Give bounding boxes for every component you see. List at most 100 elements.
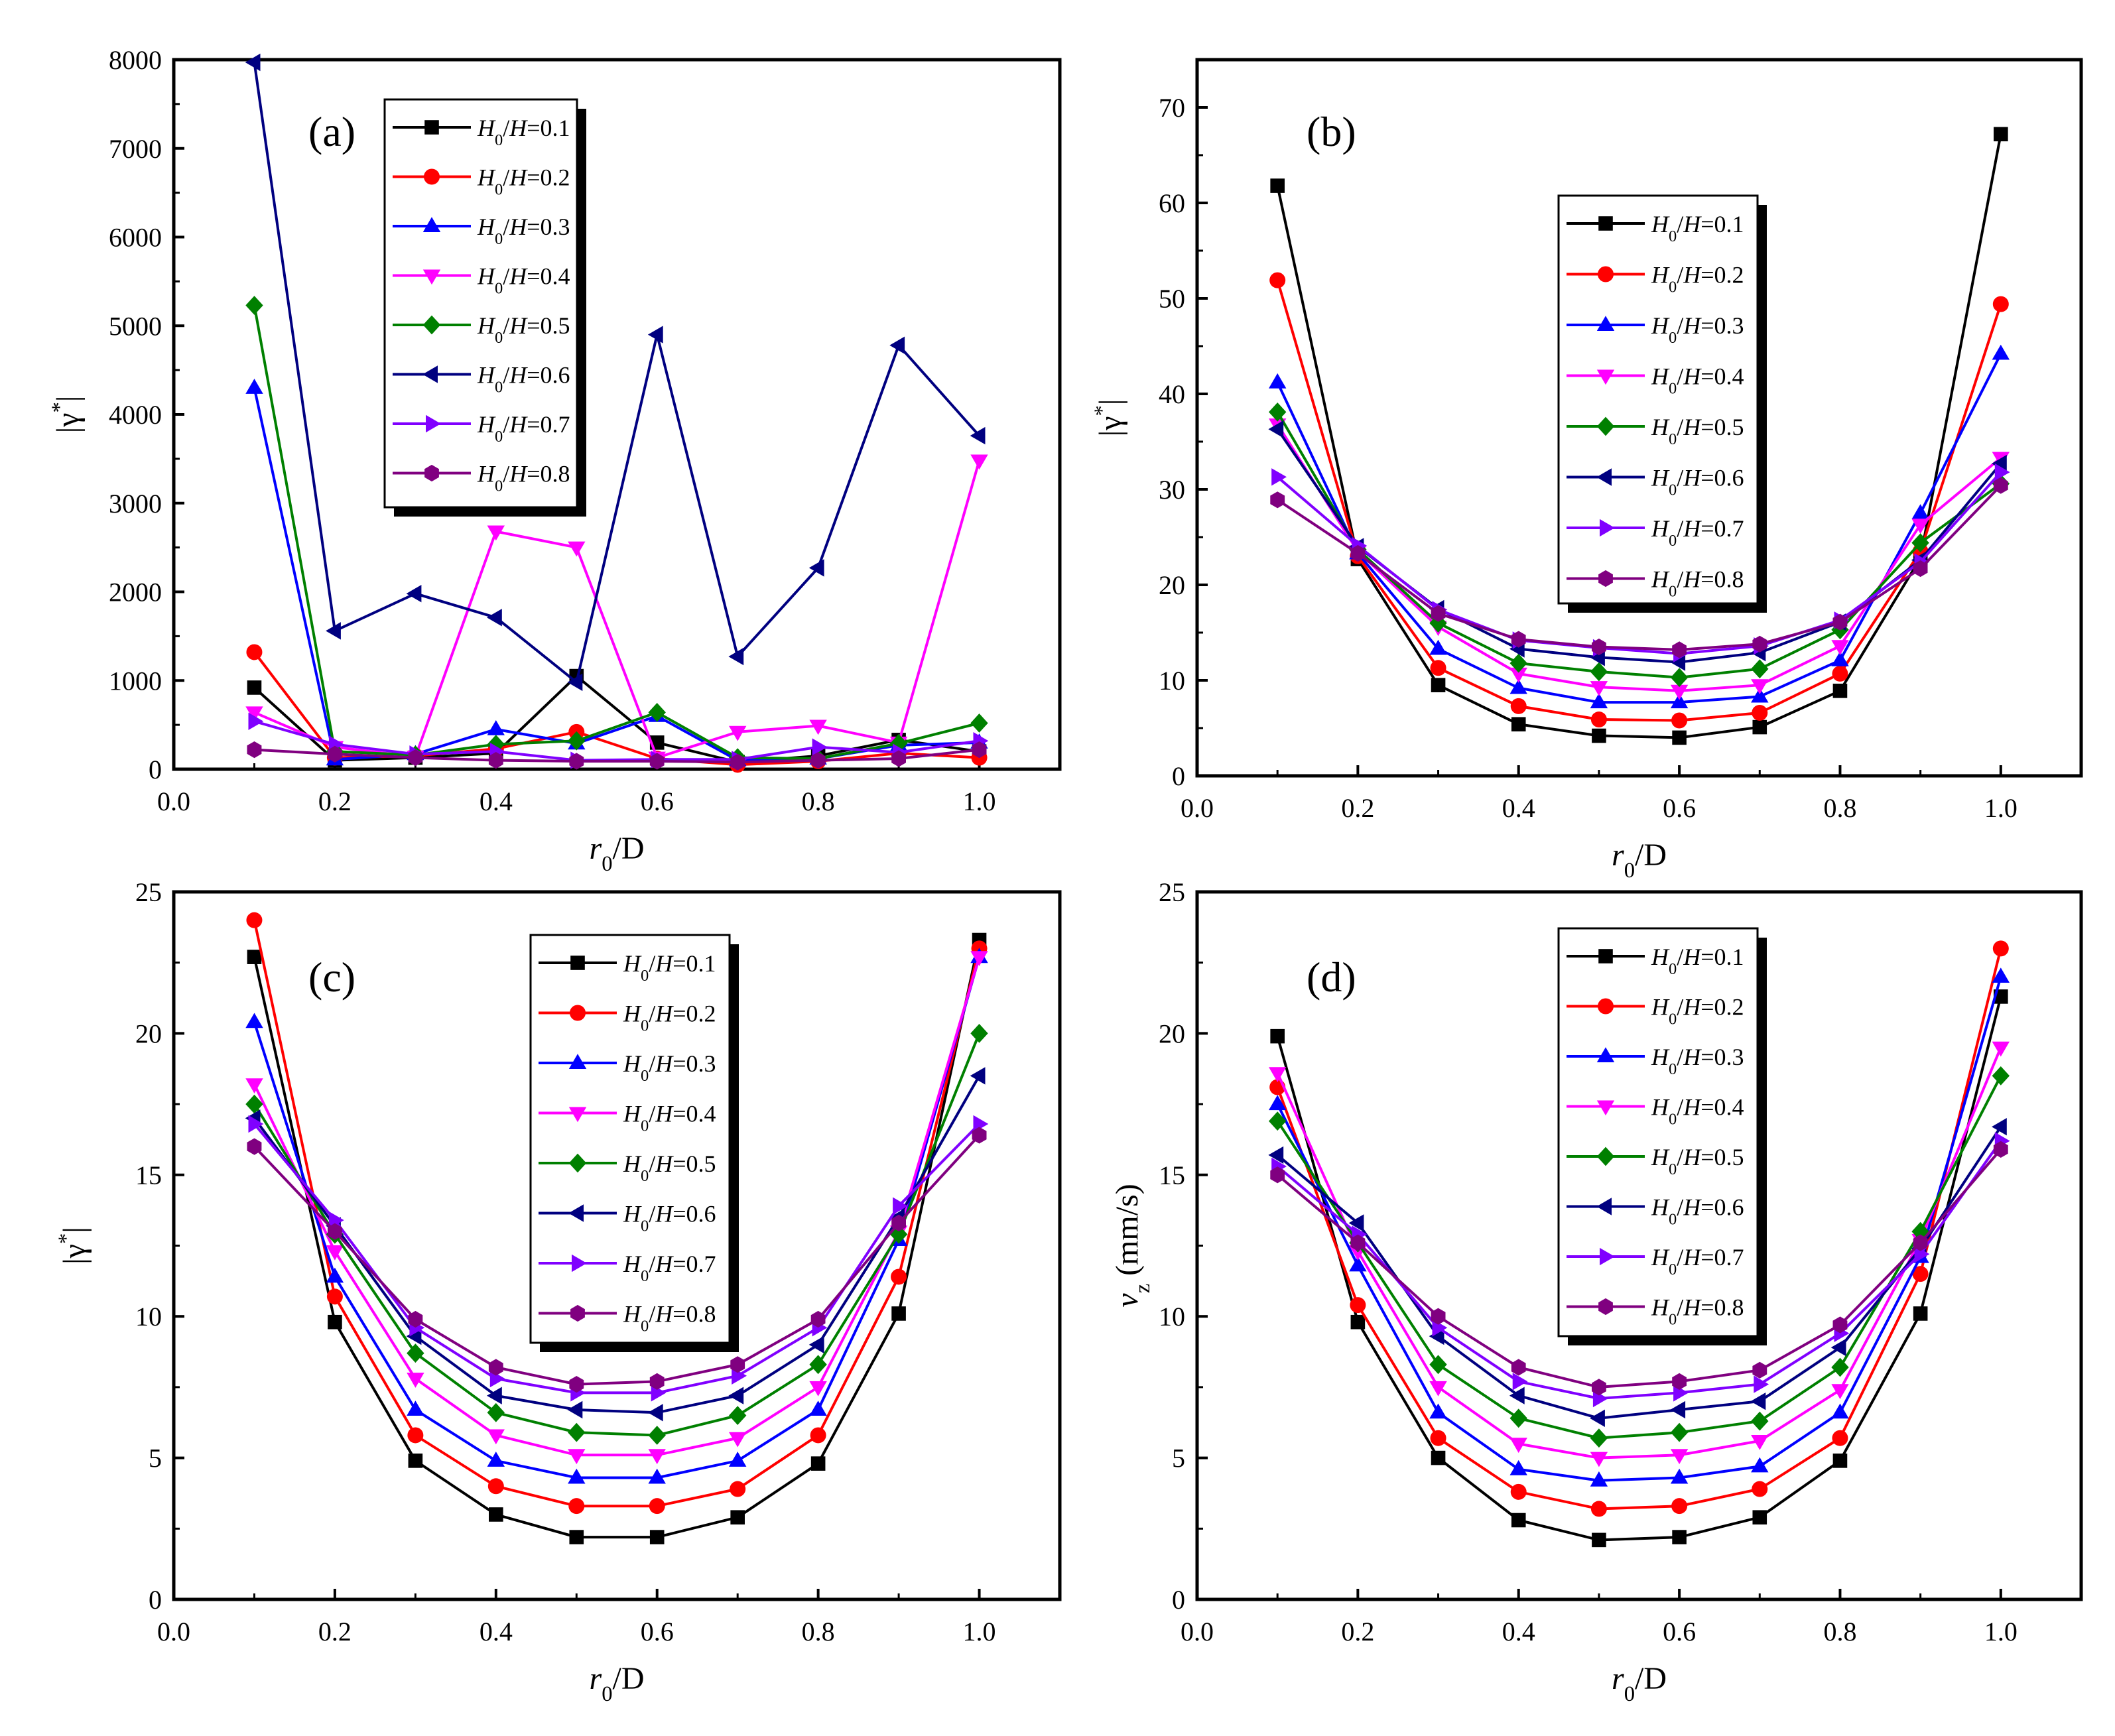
legend-marker — [424, 464, 439, 482]
data-point — [328, 1314, 342, 1330]
data-point — [729, 725, 747, 741]
data-point — [1509, 1438, 1527, 1454]
data-point — [1350, 1234, 1366, 1251]
legend-label: H0/H=0.7 — [1651, 1244, 1744, 1278]
legend-entry: H0/H=0.5 — [393, 312, 570, 347]
x-tick-label: 0.2 — [318, 1617, 352, 1646]
data-point — [1831, 1357, 1849, 1377]
x-axis-label: r0/D — [1612, 1661, 1667, 1706]
data-point — [970, 1024, 988, 1043]
legend-marker — [1596, 416, 1615, 436]
data-point — [1992, 940, 2009, 957]
y-axis: 0 5 10 15 20 25 — [135, 877, 184, 1615]
data-point — [406, 1327, 422, 1345]
legend-entry: H0/H=0.3 — [1567, 312, 1744, 347]
legend: H0/H=0.1 H0/H=0.2 H0/H=0.3 H0/H=0.4 H0/H=0.5… — [529, 934, 739, 1352]
y-tick-label: 5 — [1172, 1444, 1185, 1473]
data-point — [730, 1510, 745, 1525]
data-point — [488, 1359, 503, 1376]
data-point — [1832, 1316, 1848, 1333]
data-point — [1429, 1327, 1444, 1345]
y-tick-label: 3000 — [109, 489, 162, 519]
data-point — [1993, 477, 2008, 494]
data-point — [1429, 1403, 1447, 1419]
x-tick-label: 0.4 — [480, 786, 513, 816]
data-point — [1270, 178, 1285, 193]
legend-marker — [1596, 1147, 1615, 1166]
legend-entry: H0/H=0.4 — [1567, 363, 1744, 397]
legend-label: H0/H=0.1 — [1651, 211, 1744, 245]
x-axis: 0.0 0.2 0.4 0.6 0.8 1.0 — [1181, 1589, 2018, 1646]
legend-marker — [1596, 369, 1615, 385]
data-point — [1511, 1359, 1526, 1376]
data-point — [970, 426, 986, 445]
legend-marker — [1596, 1198, 1612, 1215]
data-point — [326, 1288, 343, 1305]
data-point — [1511, 717, 1526, 732]
data-point — [648, 703, 666, 722]
data-point — [326, 1267, 344, 1283]
y-tick-label: 15 — [1159, 1160, 1185, 1190]
data-point — [406, 585, 422, 603]
data-point — [1752, 1361, 1767, 1379]
legend-marker — [1596, 316, 1615, 331]
data-point — [1670, 1422, 1689, 1442]
series-line — [253, 1032, 981, 1437]
data-point — [1348, 1214, 1364, 1232]
legend-marker — [422, 217, 441, 232]
data-point — [1590, 1428, 1608, 1448]
data-point — [808, 559, 824, 577]
legend-entry: H0/H=0.1 — [539, 950, 716, 985]
data-point — [649, 1498, 665, 1515]
data-point — [1913, 1306, 1928, 1321]
data-point — [1429, 1355, 1447, 1375]
data-point — [729, 1452, 747, 1467]
data-point — [893, 1197, 908, 1215]
legend: H0/H=0.1 H0/H=0.2 H0/H=0.3 H0/H=0.4 H0/H=0.5… — [1557, 927, 1767, 1345]
legend-entry: H0/H=0.5 — [1567, 1144, 1744, 1178]
data-point — [1590, 1501, 1607, 1517]
legend-entry: H0/H=0.6 — [1567, 1194, 1744, 1228]
data-point — [1751, 1435, 1769, 1450]
x-tick-label: 1.0 — [963, 1617, 996, 1646]
data-point — [1590, 1471, 1608, 1487]
series-line — [253, 1134, 980, 1386]
data-point — [1752, 635, 1767, 652]
x-tick-label: 0.4 — [1502, 1617, 1535, 1646]
data-point — [1832, 684, 1848, 698]
legend-marker — [1598, 998, 1614, 1015]
legend-label: H0/H=0.3 — [477, 214, 570, 248]
series-line — [253, 719, 980, 762]
x-tick-label: 0.8 — [1823, 1617, 1856, 1646]
series-line — [1276, 280, 2002, 722]
data-point — [730, 1356, 745, 1373]
data-point — [1509, 667, 1527, 683]
data-point — [569, 1530, 584, 1544]
data-point — [1509, 678, 1527, 694]
data-point — [1672, 641, 1687, 658]
data-point — [1751, 659, 1769, 679]
legend-marker — [570, 956, 585, 970]
data-point — [487, 1402, 505, 1422]
x-tick-label: 0.6 — [1663, 1617, 1696, 1646]
y-tick-label: 2000 — [109, 578, 162, 607]
y-tick-label: 10 — [1159, 1302, 1185, 1332]
x-tick-label: 0.6 — [641, 786, 674, 816]
data-point — [1269, 1111, 1287, 1131]
legend-marker — [424, 168, 440, 185]
data-point — [1269, 272, 1286, 288]
data-point — [1592, 1379, 1606, 1396]
legend-entry: H0/H=0.7 — [393, 411, 570, 446]
series-1 — [1270, 989, 2008, 1548]
series-line — [1276, 996, 2002, 1542]
data-point — [1832, 665, 1848, 682]
data-point — [568, 1449, 586, 1465]
data-point — [728, 647, 744, 666]
x-tick-label: 0.0 — [1181, 1617, 1214, 1646]
legend-entry: H0/H=0.1 — [1567, 211, 1744, 245]
data-point — [568, 1468, 586, 1484]
data-point — [408, 1310, 423, 1328]
data-point — [1911, 533, 1929, 552]
data-point — [568, 541, 586, 557]
legend-label: H0/H=0.4 — [1651, 1094, 1744, 1129]
